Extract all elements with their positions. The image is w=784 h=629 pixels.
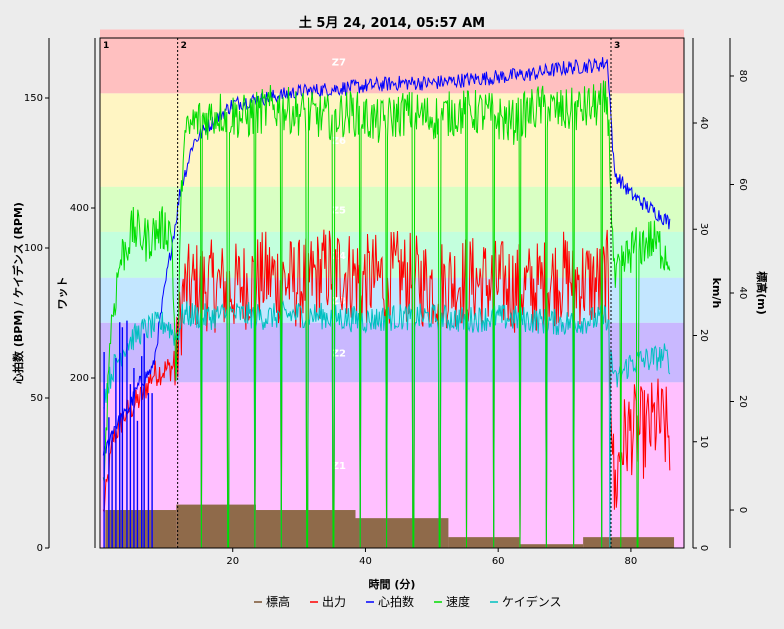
heart-rate-line [102,57,671,456]
hr-tick-label: 100 [24,243,43,254]
altitude-step-4 [448,537,520,548]
kmh-tick-label: 20 [698,329,709,342]
zone-label-z1: Z1 [332,461,346,472]
altitude-step-1 [176,504,256,548]
kmh-tick-label: 30 [698,223,709,236]
altitude-tick-label: 20 [737,395,748,408]
altitude-step-2 [255,510,356,548]
watts-tick-label: 200 [70,373,89,384]
legend-entry-4: ケイデンス [502,594,562,609]
hr-tick-label: 150 [24,93,43,104]
zone-band-z5 [100,186,684,232]
x-axis-label: 時間 (分) [369,577,416,591]
altitude-tick-label: 0 [737,507,748,513]
zone-band-z6 [100,93,684,187]
altitude-step-6 [583,537,675,548]
legend-entry-2: 心拍数 [378,594,414,609]
kmh-axis-label: km/h [710,278,723,309]
altitude-tick-label: 60 [737,178,748,191]
zone-label-z4: Z4 [332,251,346,262]
zone-band-z7 [100,29,684,94]
altitude-tick-label: 80 [737,70,748,83]
hr-tick-label: 50 [30,393,43,404]
altitude-tick-label: 40 [737,287,748,300]
watts-tick-label: 400 [70,203,89,214]
altitude-step-3 [355,518,449,548]
x-tick-label: 40 [359,556,372,567]
zone-label-z6: Z6 [332,136,346,147]
kmh-tick-label: 0 [698,545,709,551]
x-tick-label: 20 [226,556,239,567]
interval-label-3: 3 [614,41,620,51]
zone-label-z7: Z7 [332,57,346,68]
interval-label-1: 1 [103,41,109,51]
chart-title: 土 5月 24, 2014, 05:57 AM [299,15,485,31]
x-tick-label: 80 [625,556,638,567]
zone-label-z3: Z3 [332,296,346,307]
altitude-axis-label: 標高(m) [755,271,769,315]
legend-entry-1: 出力 [322,595,346,609]
altitude-step-5 [519,544,584,548]
zone-band-z2 [100,322,684,383]
zone-label-z2: Z2 [332,349,346,360]
zone-label-z5: Z5 [332,205,346,216]
kmh-tick-label: 40 [698,117,709,130]
legend-entry-3: 速度 [446,594,470,609]
legend-entry-0: 標高 [266,594,290,609]
hr-tick-label: 0 [37,543,43,554]
hr-cadence-axis-label: 心拍数 (BPM) / ケイデンス (RPM) [11,202,25,384]
watts-axis-label: ワット [56,277,69,310]
plot-frame [99,37,685,549]
kmh-tick-label: 10 [698,435,709,448]
interval-label-2: 2 [181,41,187,51]
altitude-step-0 [105,510,177,548]
x-tick-label: 60 [492,556,505,567]
